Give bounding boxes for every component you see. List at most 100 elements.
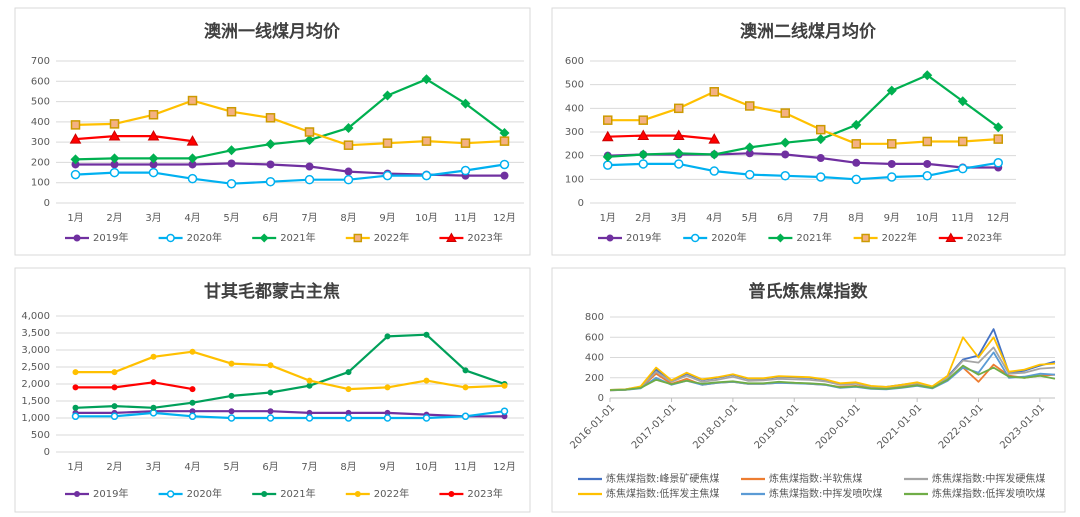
x-tick-label: 12月 — [987, 212, 1010, 224]
legend-label: 2020年 — [187, 231, 222, 244]
y-tick-label: 700 — [31, 56, 50, 67]
marker — [70, 154, 81, 165]
series-line — [75, 78, 506, 161]
marker — [71, 160, 80, 169]
y-tick-label: 0 — [44, 447, 50, 458]
legend-marker — [166, 233, 175, 243]
marker — [344, 414, 353, 422]
marker — [345, 369, 352, 376]
marker — [71, 412, 80, 421]
legend-label: 2023年 — [467, 231, 502, 244]
x-tick-label: 9月 — [379, 461, 395, 473]
marker — [638, 149, 649, 160]
legend-label: 炼焦煤指数:峰景矿硬焦煤 — [606, 472, 719, 485]
legend-marker — [945, 232, 957, 242]
marker — [189, 386, 196, 393]
marker — [147, 130, 160, 141]
marker — [226, 178, 237, 189]
x-tick-label: 5月 — [742, 212, 758, 224]
x-tick-label: 12月 — [493, 212, 516, 224]
marker — [603, 115, 613, 125]
x-tick-label: 12月 — [493, 461, 516, 473]
marker — [816, 154, 825, 163]
marker — [421, 136, 432, 146]
y-tick-label: 400 — [565, 103, 584, 114]
marker — [266, 160, 275, 169]
marker — [499, 128, 510, 139]
marker — [382, 170, 393, 181]
series-line — [75, 135, 193, 143]
marker — [149, 160, 158, 169]
x-tick-label: 3月 — [145, 212, 161, 224]
marker — [188, 160, 197, 169]
marker — [499, 159, 510, 170]
y-tick-label: 800 — [585, 312, 604, 323]
legend-marker — [74, 491, 80, 497]
x-tick-label: 3月 — [145, 461, 161, 473]
marker — [744, 142, 755, 153]
legend-marker — [261, 491, 268, 497]
marker — [957, 96, 968, 107]
marker — [745, 101, 755, 111]
marker — [267, 362, 274, 369]
panel — [551, 267, 1066, 513]
chart-title: 普氏炼焦煤指数 — [749, 281, 869, 302]
marker — [745, 149, 754, 158]
x-tick-label: 4月 — [184, 212, 200, 224]
marker — [709, 166, 719, 176]
marker — [343, 140, 354, 150]
legend-marker — [259, 233, 269, 243]
marker — [460, 138, 471, 148]
marker — [781, 150, 790, 159]
y-tick-label: 2,000 — [21, 379, 50, 390]
marker — [228, 360, 235, 367]
y-tick-label: 400 — [585, 353, 604, 364]
marker — [922, 136, 932, 147]
y-tick-label: 200 — [31, 157, 50, 168]
marker — [851, 174, 861, 185]
marker — [70, 120, 81, 130]
legend-label: 2019年 — [626, 231, 661, 244]
marker — [922, 171, 932, 181]
y-tick-label: 500 — [31, 430, 50, 441]
legend-label: 2019年 — [93, 231, 128, 244]
marker — [887, 159, 896, 168]
x-tick-label: 6月 — [262, 461, 278, 473]
series-line — [607, 134, 715, 141]
marker — [304, 135, 315, 146]
legend-label: 2021年 — [280, 231, 315, 244]
marker — [148, 167, 159, 178]
panel — [14, 267, 531, 513]
marker — [305, 162, 314, 171]
y-tick-label: 0 — [44, 198, 50, 209]
y-tick-label: 3,500 — [21, 328, 50, 339]
marker — [345, 409, 352, 416]
marker — [709, 149, 720, 160]
marker — [265, 113, 276, 123]
marker — [709, 87, 719, 97]
legend-label: 炼焦煤指数:低挥发主焦煤 — [606, 487, 719, 500]
x-tick-label: 2月 — [106, 212, 122, 224]
x-tick-label: 9月 — [379, 212, 395, 224]
marker — [226, 145, 237, 156]
marker — [150, 379, 157, 386]
y-tick-label: 300 — [565, 127, 584, 138]
legend-marker — [446, 232, 457, 242]
marker — [306, 409, 313, 416]
marker — [993, 134, 1003, 144]
marker — [674, 103, 684, 114]
marker — [383, 414, 392, 422]
marker — [637, 129, 650, 141]
marker — [109, 167, 120, 178]
marker — [852, 158, 861, 167]
y-tick-label: 600 — [565, 56, 584, 67]
x-tick-label: 11月 — [951, 212, 974, 224]
marker — [72, 369, 79, 376]
x-tick-label: 6月 — [262, 212, 278, 224]
marker — [70, 169, 81, 180]
y-tick-label: 0 — [598, 393, 604, 404]
x-tick-label: 9月 — [884, 212, 900, 224]
marker — [72, 404, 79, 411]
chart-title: 澳洲二线煤月均价 — [740, 21, 877, 42]
